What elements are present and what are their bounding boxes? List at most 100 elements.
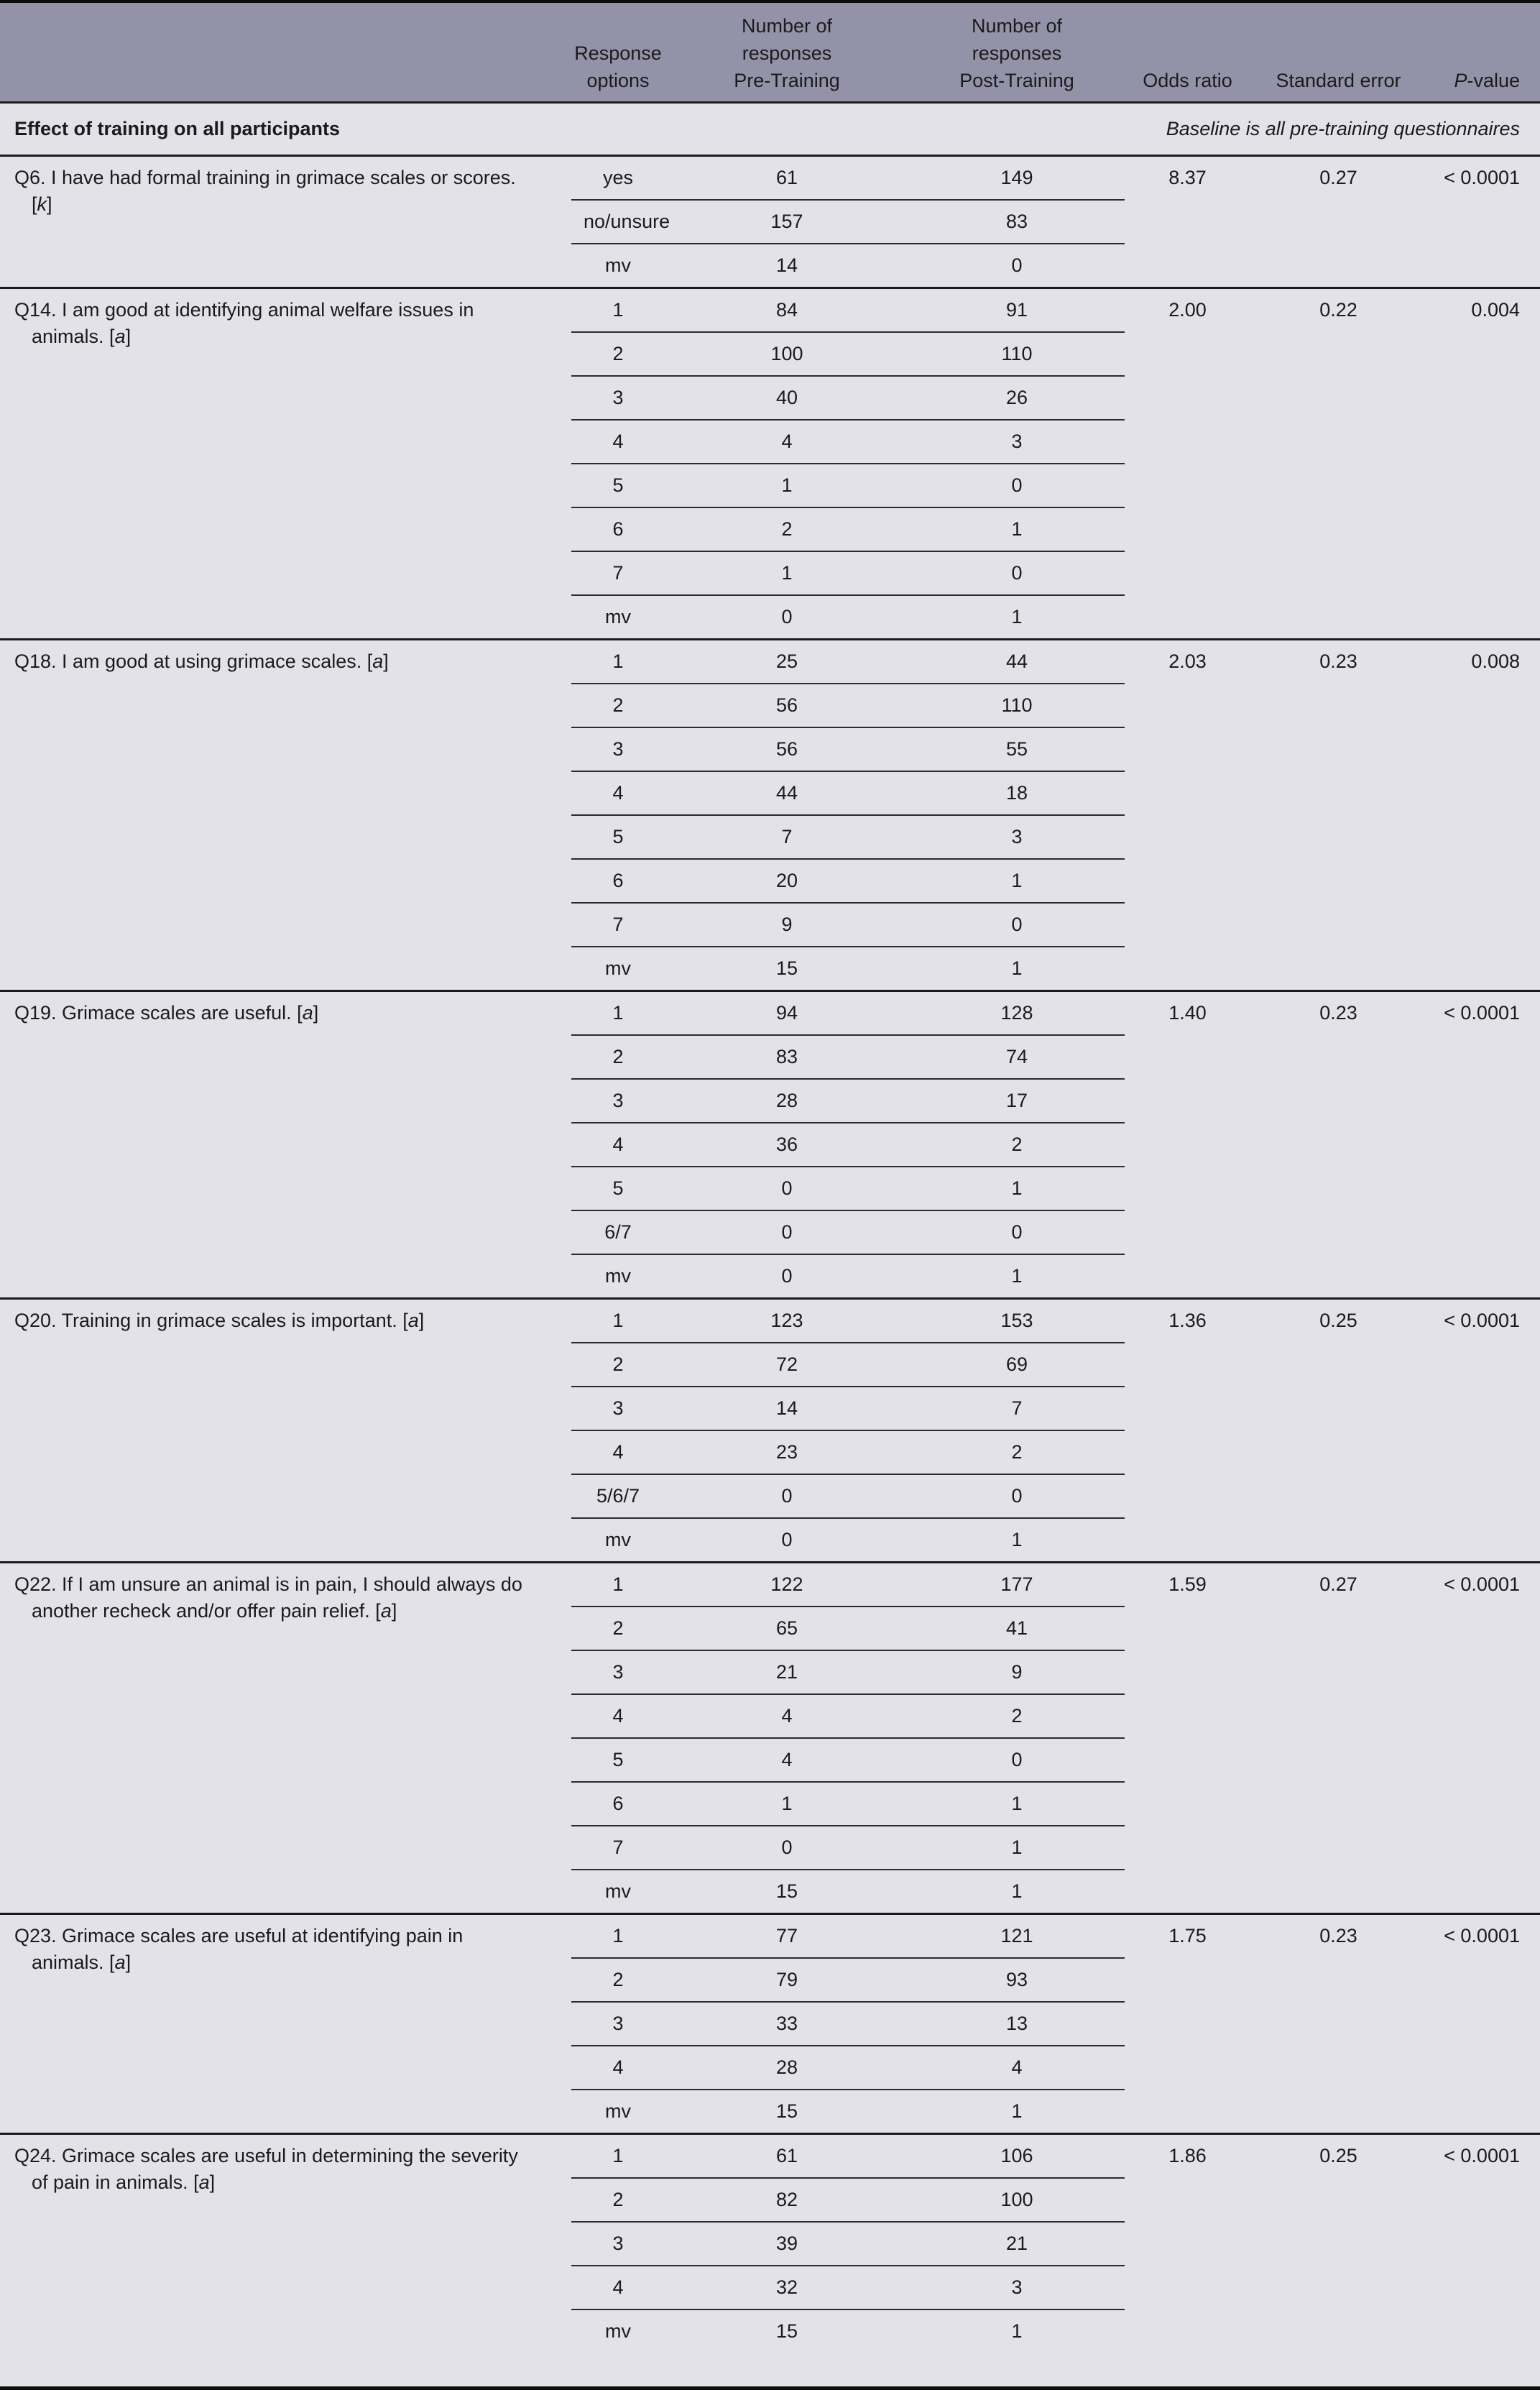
response-option-value: 1 — [612, 1573, 624, 1595]
question-block: Q23. Grimace scales are useful at identi… — [0, 1915, 1540, 2135]
response-option-value: 6 — [612, 870, 624, 891]
response-option-value: 6 — [612, 518, 624, 540]
odds-ratio-value: 1.75 — [1168, 1925, 1207, 1947]
response-option-cell: 5 — [571, 1167, 665, 1210]
pre-training-count: 4 — [781, 1705, 793, 1727]
question-block: Q22. If I am unsure an animal is in pain… — [0, 1563, 1540, 1915]
odds-ratio-cell: 1.59 — [1125, 1563, 1250, 1913]
pre-training-count: 84 — [775, 299, 798, 321]
post-training-count: 177 — [1000, 1573, 1033, 1595]
post-training-count: 1 — [1011, 1265, 1023, 1287]
pre-training-count: 0 — [781, 1529, 793, 1550]
question-cell: Q22. If I am unsure an animal is in pain… — [0, 1563, 571, 1913]
standard-error-cell: 0.27 — [1250, 1563, 1426, 1913]
response-option-value: mv — [605, 254, 631, 276]
p-value: 0.004 — [1471, 299, 1520, 321]
question-cell: Q19. Grimace scales are useful. [a] — [0, 992, 571, 1297]
odds-ratio-cell: 1.40 — [1125, 992, 1250, 1297]
post-training-count: 1 — [1011, 1880, 1023, 1902]
p-italic: P — [1454, 70, 1467, 91]
column-header-response-options: Response options — [571, 40, 665, 94]
standard-error-value: 0.27 — [1319, 1573, 1357, 1595]
response-option-value: 2 — [612, 1046, 624, 1067]
pre-training-count: 4 — [781, 431, 793, 452]
table-row: 7 1 0 — [571, 552, 1125, 596]
post-training-count: 1 — [1011, 518, 1023, 540]
response-option-cell: 3 — [571, 1651, 665, 1693]
response-option-cell: 4 — [571, 2046, 665, 2089]
response-option-value: mv — [605, 2100, 631, 2122]
table-row: 3 56 55 — [571, 728, 1125, 772]
table-row: 3 28 17 — [571, 1080, 1125, 1123]
pre-training-count: 39 — [775, 2233, 798, 2254]
question-scale-tag-letter: a — [114, 1952, 126, 1973]
question-block: Q14. I am good at identifying animal wel… — [0, 289, 1540, 640]
response-option-cell: 2 — [571, 1959, 665, 2001]
standard-error-cell: 0.23 — [1250, 640, 1426, 990]
question-scale-tag-letter: a — [407, 1310, 419, 1331]
table-row: 6 2 1 — [571, 508, 1125, 552]
response-option-value: 2 — [612, 343, 624, 364]
header-line: options — [586, 70, 650, 91]
response-rows: yes 61 149 no/unsure 157 83 mv 14 0 — [571, 157, 1125, 287]
question-scale-tag-letter: a — [302, 1002, 313, 1024]
table-row: yes 61 149 — [571, 157, 1125, 201]
pre-training-count: 122 — [770, 1573, 803, 1595]
response-option-value: 3 — [612, 2013, 624, 2034]
response-option-value: 1 — [612, 651, 624, 672]
pre-training-count: 0 — [781, 1265, 793, 1287]
question-scale-tag-letter: a — [372, 651, 384, 672]
question-text: Q6. I have had formal training in grimac… — [14, 167, 516, 188]
header-line: responses — [742, 42, 832, 64]
p-value: < 0.0001 — [1444, 167, 1520, 188]
column-header-p-value: P-value — [1426, 67, 1540, 94]
response-option-value: 1 — [612, 299, 624, 321]
pre-training-count: 15 — [775, 1880, 798, 1902]
pre-training-count: 65 — [775, 1617, 798, 1639]
table-row: 3 33 13 — [571, 2003, 1125, 2046]
question-cell: Q23. Grimace scales are useful at identi… — [0, 1915, 571, 2133]
pre-training-count: 1 — [781, 474, 793, 496]
pre-training-count: 40 — [775, 387, 798, 408]
pre-training-count: 20 — [775, 870, 798, 891]
response-option-cell: 7 — [571, 904, 665, 946]
pre-training-count: 72 — [775, 1353, 798, 1375]
table-row: no/unsure 157 83 — [571, 201, 1125, 244]
table-row: 3 21 9 — [571, 1651, 1125, 1695]
response-option-cell: 1 — [571, 1915, 665, 1957]
response-option-cell: mv — [571, 2310, 665, 2353]
question-block: Q19. Grimace scales are useful. [a] 1 94… — [0, 992, 1540, 1300]
question-cell: Q6. I have had formal training in grimac… — [0, 157, 571, 287]
post-training-count: 0 — [1011, 914, 1023, 935]
post-training-count: 74 — [1005, 1046, 1028, 1067]
table-row: 4 4 3 — [571, 420, 1125, 464]
question-scale-tag-letter: a — [198, 2171, 210, 2193]
odds-ratio-value: 1.36 — [1168, 1310, 1207, 1331]
post-training-count: 0 — [1011, 474, 1023, 496]
question-scale-tag: [a] — [291, 1002, 319, 1024]
table-row: 6 1 1 — [571, 1783, 1125, 1826]
question-block: Q6. I have had formal training in grimac… — [0, 157, 1540, 289]
post-training-count: 1 — [1011, 2320, 1023, 2342]
response-option-cell: 2 — [571, 333, 665, 375]
post-training-count: 1 — [1011, 957, 1023, 979]
question-block: Q20. Training in grimace scales is impor… — [0, 1300, 1540, 1563]
table-row: 3 14 7 — [571, 1387, 1125, 1431]
response-option-value: 7 — [612, 1837, 624, 1858]
header-line: Number of — [741, 15, 833, 37]
p-value-cell: 0.008 — [1426, 640, 1540, 990]
response-option-cell: 3 — [571, 2223, 665, 2265]
post-training-count: 110 — [1001, 343, 1033, 364]
table-row: 4 23 2 — [571, 1431, 1125, 1475]
response-option-cell: 2 — [571, 1343, 665, 1386]
response-option-cell: 2 — [571, 684, 665, 727]
response-option-cell: 2 — [571, 1607, 665, 1650]
response-option-cell: 1 — [571, 2135, 665, 2177]
column-header-post-training: Number of responses Post-Training — [909, 12, 1125, 94]
question-scale-tag: [a] — [361, 651, 389, 672]
odds-ratio-value: 8.37 — [1168, 167, 1207, 188]
section-title: Effect of training on all participants — [14, 118, 341, 139]
pre-training-count: 157 — [770, 211, 803, 232]
standard-error-cell: 0.22 — [1250, 289, 1426, 638]
